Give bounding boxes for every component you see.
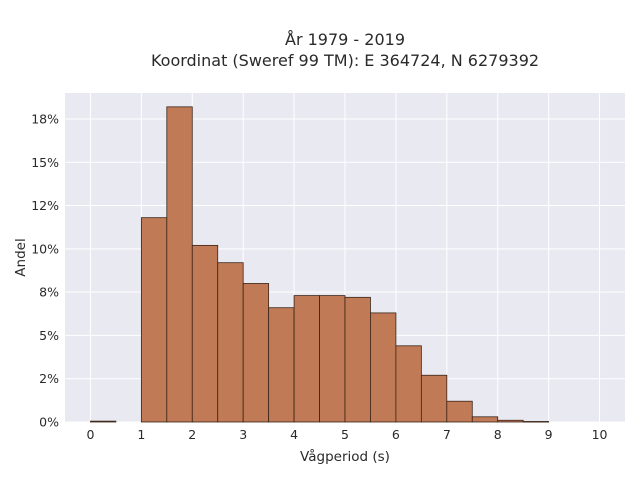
y-tick-label: 18% bbox=[31, 111, 59, 126]
x-tick-label: 6 bbox=[392, 427, 400, 442]
histogram-bar bbox=[217, 262, 244, 423]
histogram-bar bbox=[420, 374, 448, 423]
histogram-bar bbox=[90, 420, 117, 423]
y-tick-label: 5% bbox=[39, 328, 59, 343]
y-tick-label: 15% bbox=[31, 155, 59, 170]
x-tick-label: 0 bbox=[86, 427, 94, 442]
histogram-bar bbox=[140, 217, 168, 423]
x-tick-label: 5 bbox=[341, 427, 349, 442]
chart-title-line-1: År 1979 - 2019 bbox=[285, 30, 405, 49]
histogram-bar bbox=[446, 400, 473, 423]
x-tick-label: 8 bbox=[494, 427, 502, 442]
y-tick-label: 8% bbox=[39, 285, 59, 300]
histogram-bar bbox=[395, 345, 422, 423]
y-axis-label: Andel bbox=[13, 238, 29, 276]
y-tick-label: 2% bbox=[39, 371, 59, 386]
histogram-bar bbox=[242, 283, 270, 423]
histogram-bar bbox=[471, 416, 499, 423]
histogram-bar bbox=[370, 312, 397, 423]
x-tick-label: 9 bbox=[545, 427, 553, 442]
x-tick-label: 4 bbox=[290, 427, 298, 442]
x-tick-labels: 0 1 2 3 4 5 6 7 8 9 10 bbox=[86, 427, 607, 442]
histogram-bar bbox=[166, 106, 193, 423]
x-tick-label: 10 bbox=[592, 427, 608, 442]
histogram-bar bbox=[522, 421, 550, 423]
bars bbox=[90, 106, 550, 423]
chart-title-line-2: Koordinat (Sweref 99 TM): E 364724, N 62… bbox=[151, 51, 539, 70]
y-tick-label: 12% bbox=[31, 198, 59, 213]
histogram-bar bbox=[497, 419, 524, 423]
histogram-bar bbox=[344, 296, 371, 423]
histogram-bar bbox=[319, 295, 346, 423]
x-tick-label: 2 bbox=[188, 427, 196, 442]
y-tick-label: 10% bbox=[31, 241, 59, 256]
x-axis-label: Vågperiod (s) bbox=[300, 448, 390, 465]
x-tick-label: 1 bbox=[137, 427, 145, 442]
x-tick-label: 3 bbox=[239, 427, 247, 442]
histogram-bar bbox=[293, 295, 320, 423]
x-tick-label: 7 bbox=[443, 427, 451, 442]
histogram-bar bbox=[191, 244, 219, 423]
y-tick-label: 0% bbox=[39, 415, 59, 430]
histogram-bar bbox=[268, 307, 295, 423]
y-tick-labels: 0% 2% 5% 8% 10% 12% 15% 18% bbox=[31, 111, 59, 429]
